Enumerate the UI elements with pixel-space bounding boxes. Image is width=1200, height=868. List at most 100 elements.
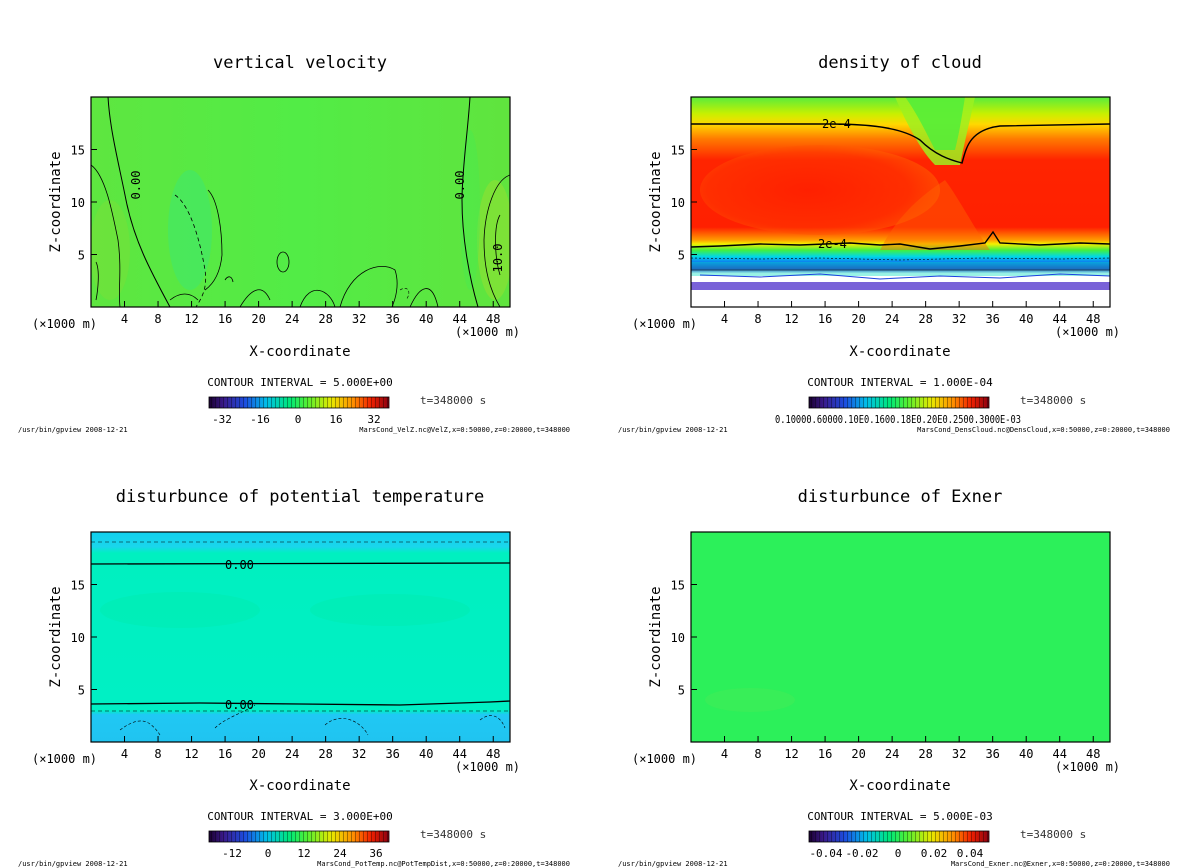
contour-label: 0.00 [225,698,254,712]
contour-label: 2e-4 [818,237,847,251]
x-tick-label: 40 [1019,312,1033,326]
x-tick-label: 48 [486,747,500,761]
x-unit-left: (×1000 m) [32,317,97,331]
x-tick-label: 12 [784,312,798,326]
x-axis-title: X-coordinate [249,344,350,360]
x-tick-label: 24 [885,747,899,761]
x-tick-label: 20 [251,747,265,761]
x-tick-label: 36 [385,312,399,326]
chart-title: vertical velocity [213,53,387,73]
y-tick-label: 10 [71,631,85,645]
footer-left: /usr/bin/gpview 2008-12-21 [618,860,728,868]
y-tick-label: 10 [71,196,85,210]
x-tick-label: 24 [885,312,899,326]
y-tick-label: 15 [71,579,85,593]
x-tick-label: 44 [1052,312,1066,326]
panel-potential-temperature: disturbunce of potential temperature 0.0… [18,487,570,868]
x-tick-label: 48 [486,312,500,326]
x-tick-label: 20 [851,747,865,761]
x-tick-label: 12 [184,312,198,326]
x-tick-label: 36 [385,747,399,761]
time-label: t=348000 s [1020,828,1086,841]
x-unit-right: (×1000 m) [455,325,520,339]
x-tick-label: 16 [818,747,832,761]
x-tick-label: 4 [121,747,128,761]
y-tick-label: 15 [671,579,685,593]
colorbar-tick-label: 0 [265,847,272,860]
contour-interval: CONTOUR INTERVAL = 5.000E-03 [807,810,992,823]
footer-right: MarsCond_PotTemp.nc@PotTempDist,x=0:5000… [317,860,570,868]
footer-right: MarsCond_VelZ.nc@VelZ,x=0:50000,z=0:2000… [359,426,570,434]
x-tick-label: 28 [918,747,932,761]
chart-title: density of cloud [818,53,982,73]
colorbar-tick-label: -0.04 [809,847,842,860]
time-label: t=348000 s [420,828,486,841]
colorbar-tick-label: 16 [329,413,342,426]
contour-interval: CONTOUR INTERVAL = 5.000E+00 [207,376,392,389]
contour-interval: CONTOUR INTERVAL = 3.000E+00 [207,810,392,823]
x-tick-label: 32 [352,747,366,761]
x-unit-left: (×1000 m) [632,317,697,331]
x-tick-label: 32 [352,312,366,326]
field-image [691,532,1110,742]
colorbar-tick-label: 0 [295,413,302,426]
x-tick-label: 28 [318,747,332,761]
y-tick-label: 5 [678,249,685,263]
y-tick-label: 5 [78,249,85,263]
x-tick-label: 16 [218,747,232,761]
time-label: t=348000 s [1020,394,1086,407]
x-axis-title: X-coordinate [249,778,350,794]
x-tick-label: 8 [754,312,761,326]
footer-right: MarsCond_Exner.nc@Exner,x=0:50000,z=0:20… [951,860,1170,868]
panel-exner: disturbunce of Exner 4 8 12 16 20 24 28 32 36 40 4… [618,487,1170,868]
x-tick-label: 44 [452,747,466,761]
colorbar-tick-label: 12 [297,847,310,860]
x-unit-right: (×1000 m) [1055,325,1120,339]
x-tick-label: 12 [784,747,798,761]
y-axis-title: Z-coordinate [648,586,664,687]
contour-label: 0.00 [225,558,254,572]
colorbar-tick-label: 36 [369,847,382,860]
footer-left: /usr/bin/gpview 2008-12-21 [18,426,128,434]
field-image [691,97,1110,307]
field-image [91,532,510,742]
x-tick-label: 48 [1086,312,1100,326]
x-tick-label: 32 [952,747,966,761]
y-tick-label: 15 [71,144,85,158]
y-axis-title: Z-coordinate [48,151,64,252]
contour-label: 2e-4 [822,117,851,131]
colorbar-tick-label: 0.02 [921,847,948,860]
x-tick-label: 4 [721,747,728,761]
x-tick-label: 28 [918,312,932,326]
x-tick-label: 8 [154,312,161,326]
y-axis-title: Z-coordinate [648,151,664,252]
x-tick-label: 4 [721,312,728,326]
colorbar-tick-label: 24 [333,847,347,860]
y-tick-label: 15 [671,144,685,158]
x-unit-left: (×1000 m) [32,752,97,766]
y-tick-label: 10 [671,631,685,645]
x-axis-title: X-coordinate [849,344,950,360]
x-tick-label: 28 [318,312,332,326]
colorbar-tick-label: 32 [367,413,380,426]
footer-left: /usr/bin/gpview 2008-12-21 [18,860,128,868]
x-tick-label: 48 [1086,747,1100,761]
contour-label: 10.0 [491,244,505,273]
x-tick-label: 24 [285,747,299,761]
chart-title: disturbunce of potential temperature [116,487,484,507]
x-tick-label: 12 [184,747,198,761]
colorbar-tick-label: -0.02 [845,847,878,860]
y-tick-label: 10 [671,196,685,210]
x-tick-label: 20 [251,312,265,326]
x-tick-label: 8 [754,747,761,761]
x-tick-label: 44 [1052,747,1066,761]
x-tick-label: 20 [851,312,865,326]
colorbar-tick-label: 0 [895,847,902,860]
colorbar-tick-label: -12 [222,847,242,860]
colorbar-tick-label: -32 [212,413,232,426]
colorbar-tick-labels: 0.10000.60000.10E0.1600.18E0.20E0.2500.3… [775,413,1021,426]
y-axis-title: Z-coordinate [48,586,64,687]
contour-interval: CONTOUR INTERVAL = 1.000E-04 [807,376,993,389]
panel-density-of-cloud: density of cloud 2e-4 2e-4 4 8 12 16 20 24 28 3… [618,53,1170,434]
